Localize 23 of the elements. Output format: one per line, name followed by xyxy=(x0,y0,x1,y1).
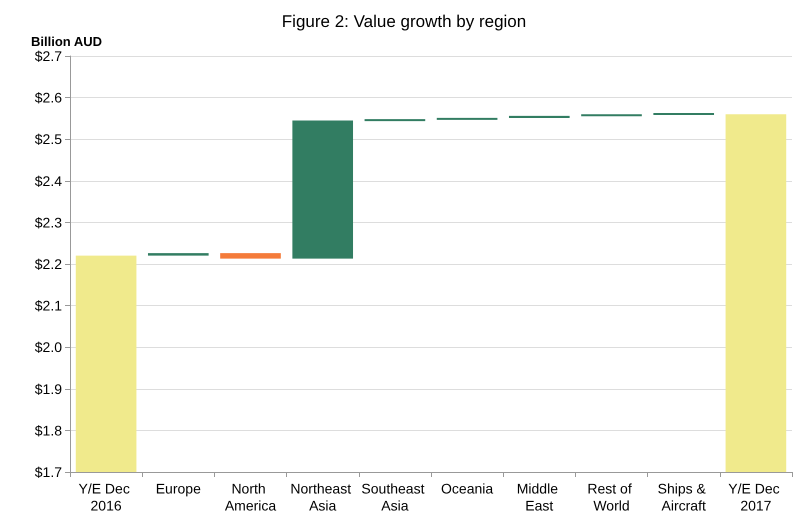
x-tick-label: Rest of World xyxy=(587,480,636,514)
x-tick-label: Southeast Asia xyxy=(361,480,428,514)
x-tick-label: Oceania xyxy=(441,480,494,496)
y-tick-label: $2.7 xyxy=(34,48,62,64)
x-tick-label: North America xyxy=(224,480,276,514)
x-tick-label: Middle East xyxy=(516,480,562,514)
x-tick-label: Y/E Dec 2017 xyxy=(728,480,784,514)
chart-title: Figure 2: Value growth by region xyxy=(282,12,526,31)
y-tick-label: $2.1 xyxy=(34,298,62,314)
y-tick-label: $2.5 xyxy=(34,131,62,148)
y-tick-label: $2.6 xyxy=(34,90,62,106)
y-tick-label: $1.7 xyxy=(34,464,62,480)
y-axis-title: Billion AUD xyxy=(31,34,102,49)
x-tick-label: Ships & Aircraft xyxy=(658,480,710,514)
x-tick-label: Europe xyxy=(156,480,202,496)
y-tick-label: $2.4 xyxy=(34,172,62,189)
x-tick-label: Y/E Dec 2016 xyxy=(78,480,134,514)
y-tick-label: $2.3 xyxy=(34,214,62,230)
y-tick-label: $1.9 xyxy=(34,380,62,397)
x-tick-label: Northeast Asia xyxy=(290,480,355,514)
y-tick-label: $1.8 xyxy=(34,422,62,438)
y-tick-label: $2.2 xyxy=(34,256,62,272)
y-tick-label: $2.0 xyxy=(34,339,62,356)
